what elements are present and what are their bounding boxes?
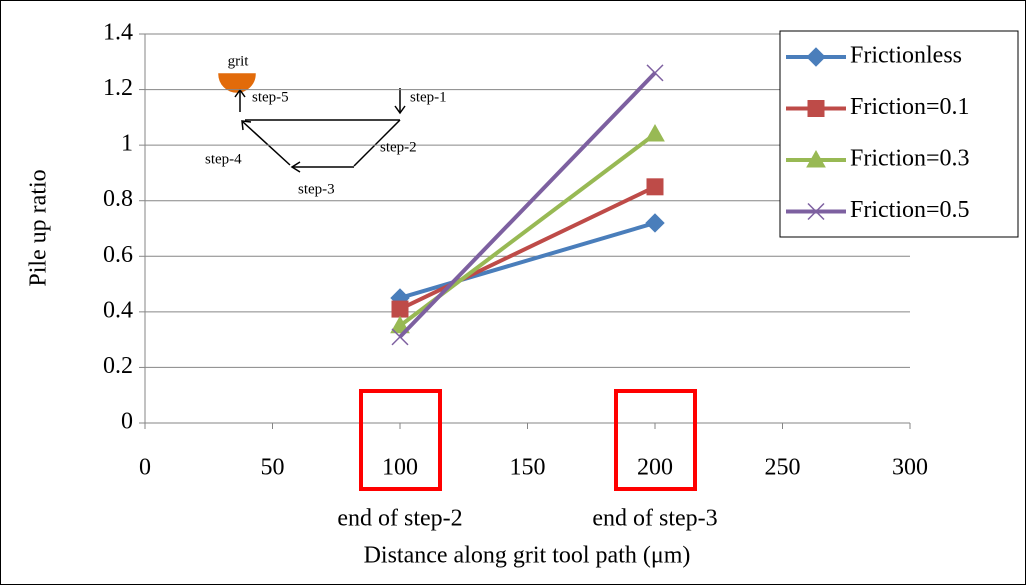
marker bbox=[390, 315, 410, 334]
y-tick-label: 0.8 bbox=[103, 186, 133, 212]
legend-marker bbox=[807, 202, 825, 221]
legend: Frictionless Friction=0.1 Friction=0.3 Fric… bbox=[779, 30, 1019, 238]
marker bbox=[646, 64, 664, 82]
x-tick-label: 300 bbox=[892, 455, 928, 481]
y-tick-label: 0 bbox=[121, 409, 133, 435]
x-tick-label: 250 bbox=[765, 455, 801, 481]
inset-label: step-1 bbox=[410, 89, 447, 105]
y-tick-label: 1 bbox=[121, 131, 133, 157]
x-tick-label: 50 bbox=[261, 455, 285, 481]
inset-label: step-5 bbox=[252, 89, 289, 105]
legend-label: Friction=0.5 bbox=[850, 197, 970, 223]
y-tick-label: 0.6 bbox=[103, 242, 133, 268]
legend-label: Friction=0.3 bbox=[850, 146, 970, 172]
inset-label: step-3 bbox=[298, 181, 335, 197]
marker bbox=[645, 213, 665, 233]
inset-diagram bbox=[218, 73, 406, 173]
x-annotation: end of step-3 bbox=[592, 506, 717, 532]
y-tick-label: 1.4 bbox=[103, 20, 133, 46]
inset-label: step-2 bbox=[380, 139, 417, 155]
marker bbox=[391, 300, 409, 318]
marker bbox=[645, 124, 665, 142]
legend-label: Friction=0.1 bbox=[850, 94, 970, 120]
inset-label: grit bbox=[228, 53, 250, 69]
x-tick-label: 200 bbox=[637, 455, 673, 481]
series-line bbox=[399, 221, 656, 300]
highlight-box bbox=[614, 389, 697, 491]
marker bbox=[646, 178, 664, 196]
legend-box bbox=[779, 30, 1019, 238]
x-tick-label: 100 bbox=[382, 455, 418, 481]
legend-marker bbox=[806, 47, 826, 67]
y-tick-label: 0.2 bbox=[103, 353, 133, 379]
y-tick-label: 1.2 bbox=[103, 75, 133, 101]
series-line bbox=[399, 185, 656, 311]
y-tick-label: 0.4 bbox=[103, 297, 133, 323]
x-tick-label: 0 bbox=[139, 455, 151, 481]
inset-label: step-4 bbox=[205, 151, 242, 167]
marker bbox=[391, 328, 409, 346]
legend-label: Frictionless bbox=[850, 43, 962, 69]
legend-marker bbox=[806, 149, 826, 168]
x-tick-label: 150 bbox=[510, 455, 546, 481]
legend-marker bbox=[807, 100, 825, 117]
highlight-box bbox=[359, 389, 442, 491]
x-axis-title: Distance along grit tool path (μm) bbox=[364, 543, 691, 569]
series-line bbox=[398, 71, 657, 339]
y-axis-title: Pile up ratio bbox=[26, 169, 52, 286]
x-annotation: end of step-2 bbox=[337, 506, 462, 532]
